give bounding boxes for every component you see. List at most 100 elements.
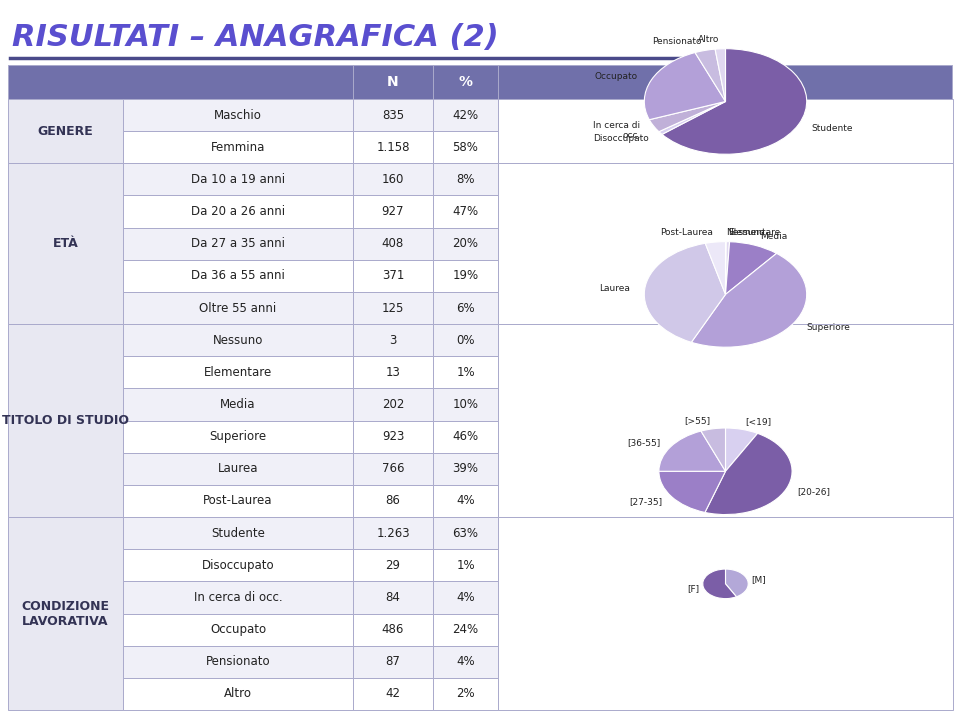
Text: [M]: [M] bbox=[752, 575, 766, 584]
Text: 371: 371 bbox=[382, 270, 404, 282]
Wedge shape bbox=[715, 49, 726, 102]
Bar bbox=[123, 99, 353, 131]
Bar bbox=[123, 324, 353, 356]
Wedge shape bbox=[703, 569, 736, 598]
Text: Nessuno: Nessuno bbox=[726, 227, 764, 237]
Wedge shape bbox=[695, 49, 726, 102]
Bar bbox=[433, 646, 498, 678]
Text: TITOLO DI STUDIO: TITOLO DI STUDIO bbox=[2, 414, 129, 427]
Text: Nessuno: Nessuno bbox=[213, 334, 263, 347]
Text: 46%: 46% bbox=[452, 430, 479, 443]
Text: %: % bbox=[459, 75, 472, 89]
Text: Disoccupato: Disoccupato bbox=[593, 134, 649, 143]
Text: Pensionato: Pensionato bbox=[652, 36, 701, 46]
Text: In cerca di occ.: In cerca di occ. bbox=[194, 591, 282, 604]
Bar bbox=[353, 99, 433, 131]
Text: Altro: Altro bbox=[698, 35, 719, 44]
Text: [27-35]: [27-35] bbox=[629, 497, 662, 506]
Text: 835: 835 bbox=[382, 109, 404, 122]
Text: 923: 923 bbox=[382, 430, 404, 443]
Text: Elementare: Elementare bbox=[729, 227, 780, 237]
Bar bbox=[433, 485, 498, 517]
Text: N: N bbox=[387, 75, 398, 89]
Wedge shape bbox=[659, 102, 726, 134]
Bar bbox=[433, 549, 498, 581]
Bar bbox=[498, 163, 953, 324]
Bar bbox=[433, 324, 498, 356]
Bar bbox=[123, 227, 353, 260]
Text: [36-55]: [36-55] bbox=[627, 438, 660, 447]
Bar bbox=[353, 453, 433, 485]
Text: RISULTATI – ANAGRAFICA (2): RISULTATI – ANAGRAFICA (2) bbox=[12, 24, 499, 52]
Bar bbox=[433, 678, 498, 710]
Bar bbox=[353, 195, 433, 227]
Text: Superiore: Superiore bbox=[209, 430, 267, 443]
Text: [<19]: [<19] bbox=[745, 418, 771, 426]
Bar bbox=[123, 260, 353, 292]
Text: Disoccupato: Disoccupato bbox=[202, 559, 275, 572]
Wedge shape bbox=[659, 431, 726, 471]
Bar bbox=[433, 453, 498, 485]
Text: 39%: 39% bbox=[452, 463, 478, 475]
Text: 1.158: 1.158 bbox=[376, 141, 410, 154]
Bar bbox=[353, 549, 433, 581]
Bar bbox=[433, 131, 498, 163]
Bar bbox=[433, 356, 498, 388]
Text: In cerca di
occ.: In cerca di occ. bbox=[593, 121, 640, 140]
Text: 20%: 20% bbox=[452, 237, 478, 250]
Text: 125: 125 bbox=[382, 302, 404, 315]
Bar bbox=[433, 195, 498, 227]
Wedge shape bbox=[659, 471, 726, 513]
Text: Post-Laurea: Post-Laurea bbox=[660, 228, 713, 237]
Bar bbox=[123, 388, 353, 420]
Text: Studente: Studente bbox=[211, 527, 265, 540]
Text: Da 10 a 19 anni: Da 10 a 19 anni bbox=[191, 173, 285, 186]
Text: 1%: 1% bbox=[456, 366, 475, 379]
Bar bbox=[8, 99, 123, 163]
Bar bbox=[353, 420, 433, 453]
Text: 408: 408 bbox=[382, 237, 404, 250]
Bar bbox=[498, 99, 953, 163]
Text: 42%: 42% bbox=[452, 109, 479, 122]
Bar bbox=[123, 485, 353, 517]
Text: ETÀ: ETÀ bbox=[53, 237, 79, 250]
Text: 486: 486 bbox=[382, 623, 404, 636]
Wedge shape bbox=[726, 242, 730, 295]
Text: 4%: 4% bbox=[456, 655, 475, 669]
Text: Elementare: Elementare bbox=[204, 366, 272, 379]
Text: 4%: 4% bbox=[456, 591, 475, 604]
Bar bbox=[433, 99, 498, 131]
Bar bbox=[353, 227, 433, 260]
Bar bbox=[433, 388, 498, 420]
Wedge shape bbox=[649, 102, 726, 132]
Text: [F]: [F] bbox=[687, 583, 700, 593]
Wedge shape bbox=[726, 428, 757, 471]
Text: [>55]: [>55] bbox=[684, 417, 710, 425]
Text: 160: 160 bbox=[382, 173, 404, 186]
Bar bbox=[433, 163, 498, 195]
Bar bbox=[8, 324, 123, 517]
Wedge shape bbox=[705, 433, 792, 515]
Text: Media: Media bbox=[220, 398, 255, 411]
Bar bbox=[8, 65, 952, 99]
Text: Maschio: Maschio bbox=[214, 109, 262, 122]
Text: Superiore: Superiore bbox=[806, 323, 851, 332]
Bar bbox=[123, 420, 353, 453]
Text: Da 27 a 35 anni: Da 27 a 35 anni bbox=[191, 237, 285, 250]
Bar bbox=[123, 678, 353, 710]
Text: Femmina: Femmina bbox=[211, 141, 265, 154]
Text: 2%: 2% bbox=[456, 687, 475, 701]
Bar bbox=[353, 646, 433, 678]
Bar bbox=[498, 517, 953, 710]
Bar bbox=[353, 581, 433, 613]
Text: [20-26]: [20-26] bbox=[798, 487, 830, 496]
Text: 8%: 8% bbox=[456, 173, 475, 186]
Bar bbox=[123, 549, 353, 581]
Text: Da 36 a 55 anni: Da 36 a 55 anni bbox=[191, 270, 285, 282]
Text: 1.263: 1.263 bbox=[376, 527, 410, 540]
Bar bbox=[8, 163, 123, 324]
Text: Occupato: Occupato bbox=[210, 623, 266, 636]
Text: 0%: 0% bbox=[456, 334, 475, 347]
Text: 86: 86 bbox=[386, 495, 400, 508]
Text: 6%: 6% bbox=[456, 302, 475, 315]
